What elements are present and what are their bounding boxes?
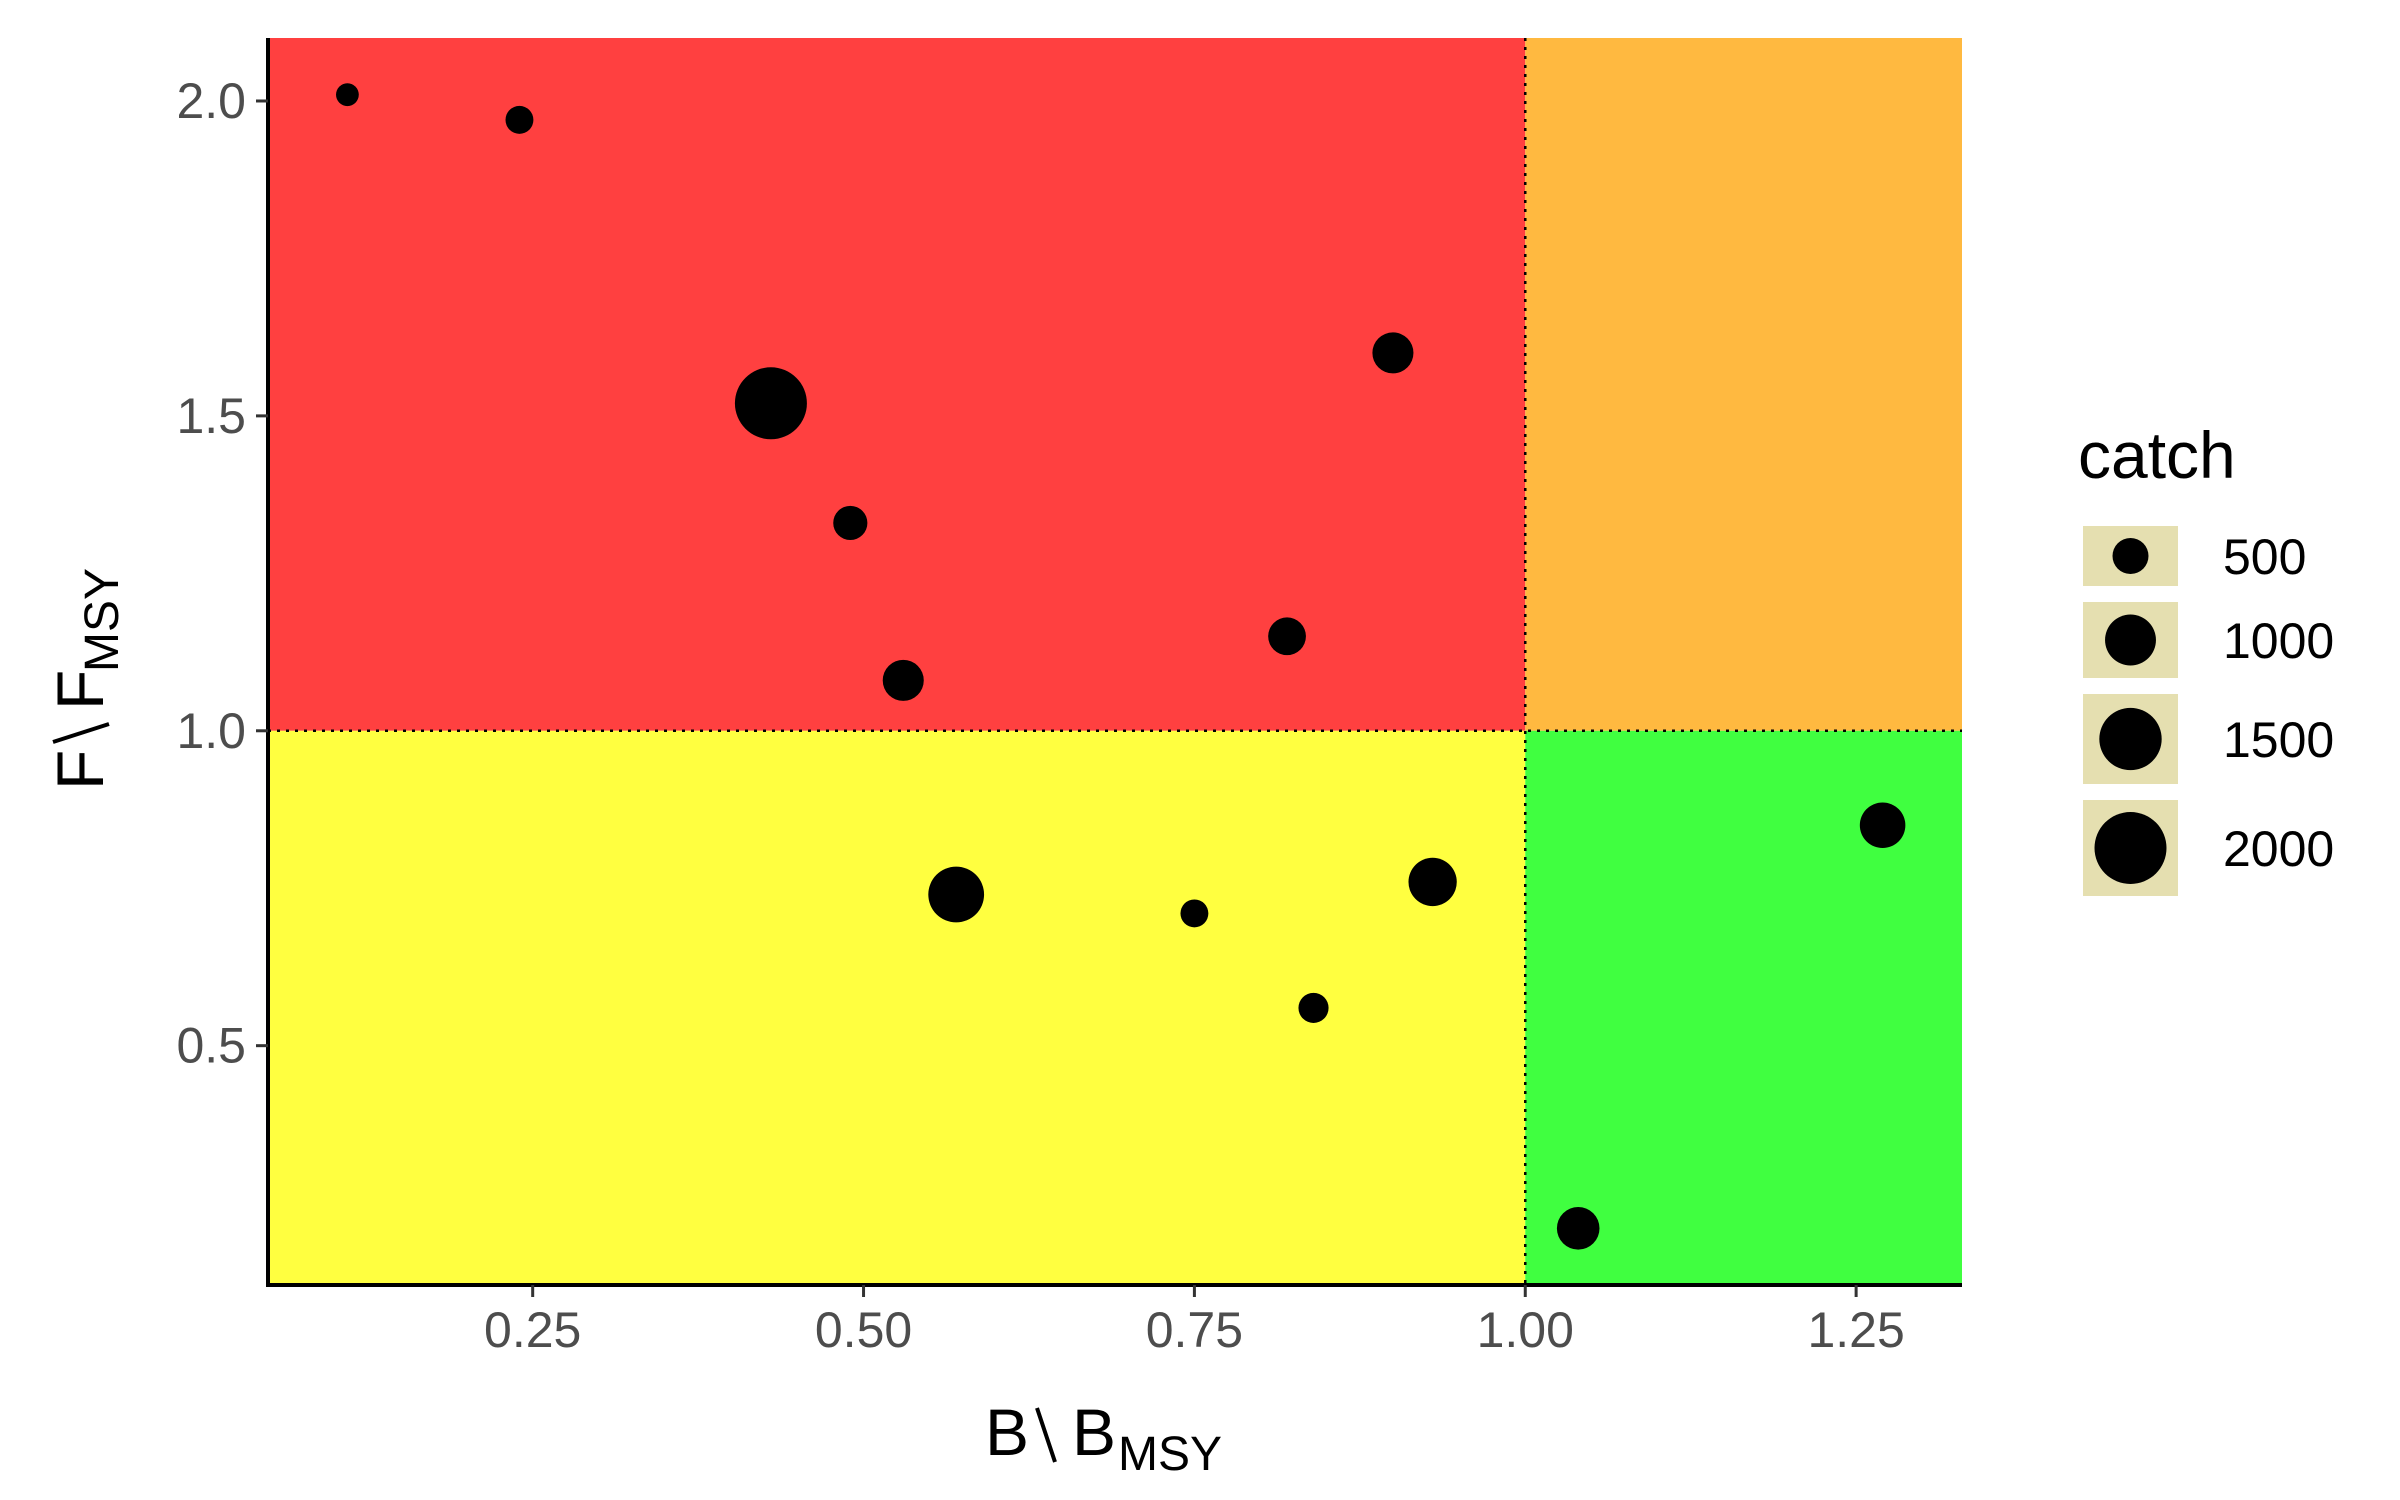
x-axis-title-slash [1035, 1407, 1057, 1463]
legend: catch 500 1000 1500 2000 [2078, 418, 2334, 896]
data-point [928, 866, 985, 923]
x-tick-label: 0.25 [484, 1302, 581, 1358]
y-axis-title: F F MSY [43, 568, 129, 790]
data-point [505, 105, 534, 134]
y-axis-title-main-2: F [43, 670, 117, 710]
zones-layer [268, 38, 1962, 1285]
y-tick-label: 1.0 [176, 703, 246, 759]
data-point [1372, 332, 1414, 374]
reference-lines [268, 38, 1962, 1285]
y-tick-label: 1.5 [176, 388, 246, 444]
zone-overfished-overfishing [268, 38, 1526, 731]
data-point [1556, 1207, 1600, 1250]
x-axis-title: B B MSY [985, 1395, 1222, 1481]
zone-healthy-overfishing [1525, 38, 1962, 731]
y-axis-title-sub: MSY [76, 568, 129, 672]
x-axis-title-main-2: B [1072, 1395, 1116, 1469]
data-point [833, 505, 868, 541]
x-axis-title-main: B [985, 1395, 1029, 1469]
x-tick-label: 0.50 [815, 1302, 912, 1358]
data-point [1180, 899, 1209, 928]
legend-label: 1500 [2223, 712, 2334, 768]
axes [266, 38, 1962, 1287]
data-point [882, 659, 924, 701]
legend-label: 1000 [2223, 613, 2334, 669]
legend-title: catch [2078, 418, 2236, 492]
data-point [734, 367, 807, 440]
y-tick-label: 0.5 [176, 1018, 246, 1074]
legend-label: 500 [2223, 529, 2306, 585]
legend-key-circle [2099, 707, 2162, 771]
data-point [1408, 857, 1457, 907]
x-tick-label: 1.00 [1477, 1302, 1574, 1358]
data-point [1268, 617, 1306, 656]
points-layer [336, 83, 1906, 1250]
y-tick-label: 2.0 [176, 73, 246, 129]
x-tick-label: 0.75 [1146, 1302, 1243, 1358]
legend-key-circle [2105, 614, 2156, 666]
x-axis-ticks: 0.25 0.50 0.75 1.00 1.25 [484, 1285, 1905, 1358]
data-point [336, 83, 359, 107]
legend-key-circle [2112, 538, 2149, 574]
data-point [1298, 992, 1329, 1023]
legend-key-circle [2094, 812, 2167, 884]
legend-label: 2000 [2223, 821, 2334, 877]
y-axis-title-main: F [43, 750, 117, 790]
y-axis-ticks: 0.5 1.0 1.5 2.0 [176, 73, 268, 1074]
legend-keys: 500 1000 1500 2000 [2083, 526, 2334, 896]
data-point [1859, 802, 1906, 849]
x-tick-label: 1.25 [1807, 1302, 1904, 1358]
zone-overfished-no-overfishing [268, 730, 1526, 1285]
x-axis-title-sub: MSY [1118, 1428, 1222, 1481]
y-axis-title-slash [52, 722, 110, 744]
